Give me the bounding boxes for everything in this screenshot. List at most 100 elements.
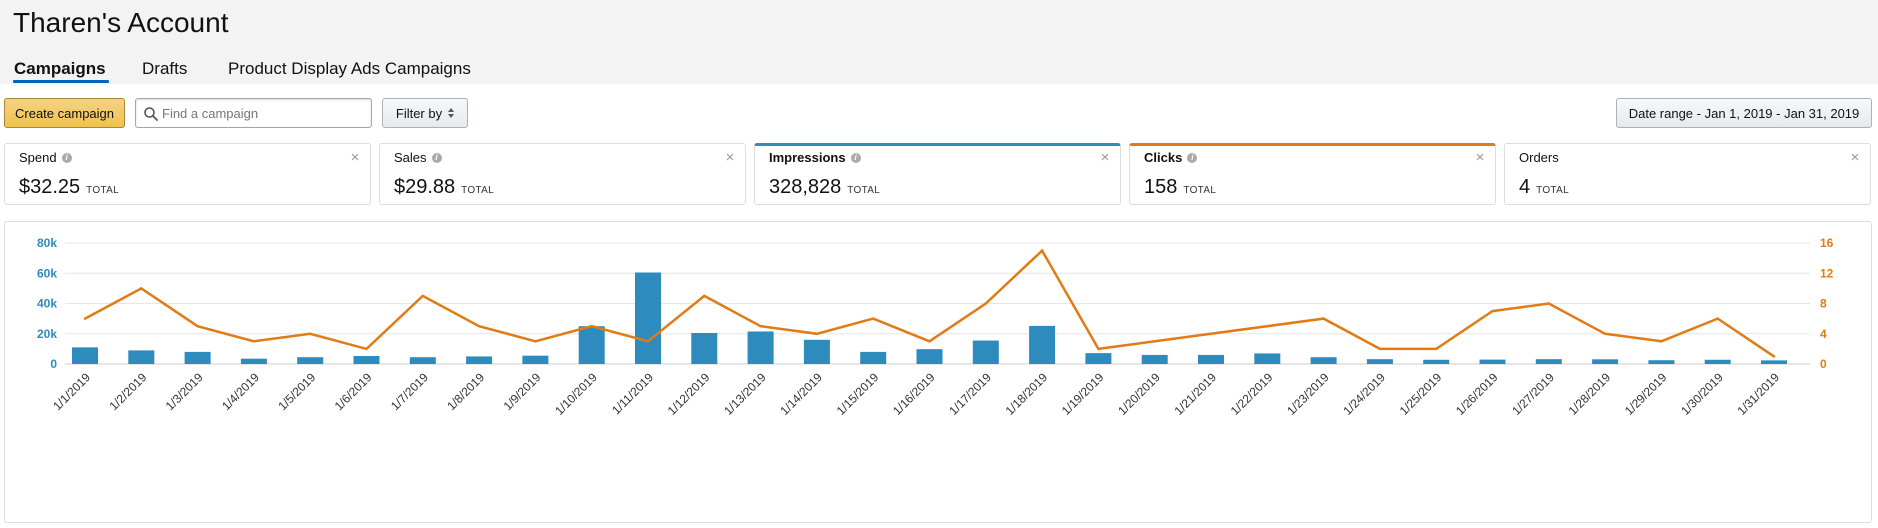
metric-card-sales[interactable]: Sales i $29.88 TOTAL × (379, 143, 746, 205)
clicks-point (1660, 340, 1663, 343)
clicks-point (534, 340, 537, 343)
x-axis-tick-label: 1/25/2019 (1397, 370, 1445, 418)
x-axis-tick-label: 1/23/2019 (1284, 370, 1332, 418)
impressions-bar (1198, 354, 1224, 364)
impressions-bar (1254, 353, 1281, 364)
metric-card-clicks[interactable]: Clicks i 158 TOTAL × (1129, 143, 1496, 205)
impressions-bar (1479, 359, 1506, 364)
impressions-bar (1029, 325, 1056, 364)
clicks-point (646, 340, 650, 343)
x-axis-tick-label: 1/18/2019 (1003, 370, 1051, 418)
date-range-button[interactable]: Date range - Jan 1, 2019 - Jan 31, 2019 (1616, 98, 1872, 128)
close-icon[interactable]: × (1850, 149, 1860, 166)
x-axis-tick-label: 1/14/2019 (777, 370, 825, 418)
right-axis-tick-label: 16 (1820, 236, 1834, 250)
x-axis-tick-label: 1/8/2019 (444, 370, 487, 413)
left-axis-tick-label: 60k (37, 266, 57, 280)
clicks-point (140, 287, 143, 290)
search-field[interactable] (135, 98, 372, 128)
impressions-bar (916, 349, 943, 364)
filter-by-button[interactable]: Filter by (382, 98, 468, 128)
x-axis-tick-label: 1/3/2019 (163, 370, 206, 413)
x-axis-tick-label: 1/11/2019 (609, 370, 656, 417)
x-axis-tick-label: 1/16/2019 (890, 370, 938, 418)
clicks-point (309, 332, 312, 335)
metric-value: $29.88 (394, 176, 456, 198)
impressions-bar (522, 355, 549, 364)
x-axis-tick-label: 1/31/2019 (1734, 370, 1782, 418)
x-axis-tick-label: 1/1/2019 (50, 370, 93, 413)
clicks-point (365, 347, 368, 351)
impressions-bar (72, 347, 98, 364)
metric-label: Sales (394, 150, 427, 165)
x-axis-tick-label: 1/9/2019 (501, 370, 544, 413)
x-axis-tick-label: 1/15/2019 (834, 370, 882, 418)
sort-arrows-icon (448, 108, 455, 118)
close-icon[interactable]: × (1100, 149, 1110, 166)
info-icon[interactable]: i (61, 152, 72, 163)
x-axis-tick-label: 1/21/2019 (1171, 370, 1219, 418)
impressions-bar (466, 356, 493, 364)
create-campaign-button[interactable]: Create campaign (4, 98, 125, 128)
metric-total-label: TOTAL (86, 185, 119, 196)
impressions-bar (803, 339, 830, 364)
impressions-bar (1761, 360, 1787, 364)
x-axis-tick-label: 1/13/2019 (721, 370, 769, 418)
metric-total-label: TOTAL (847, 185, 881, 196)
x-axis-tick-label: 1/30/2019 (1678, 370, 1726, 418)
tab-drafts[interactable]: Drafts (142, 59, 188, 78)
search-icon (144, 107, 158, 121)
search-input[interactable] (162, 102, 367, 124)
impressions-bar (409, 357, 436, 364)
impressions-bar (860, 351, 887, 364)
close-icon[interactable]: × (725, 149, 735, 166)
clicks-point (703, 294, 706, 298)
metric-label: Orders (1519, 150, 1559, 165)
x-axis-tick-label: 1/28/2019 (1566, 370, 1614, 418)
metric-value: $32.25 (19, 176, 81, 198)
impressions-bar (297, 357, 324, 364)
clicks-point (1603, 332, 1607, 335)
metric-total-label: TOTAL (461, 185, 494, 196)
metric-label: Clicks (1144, 150, 1183, 165)
x-axis-tick-label: 1/20/2019 (1115, 370, 1163, 418)
x-axis-tick-label: 1/6/2019 (332, 370, 375, 413)
metric-card-spend[interactable]: Spend i $32.25 TOTAL × (4, 143, 371, 205)
impressions-bar (1085, 353, 1112, 364)
tab-campaigns[interactable]: Campaigns (14, 59, 106, 78)
impressions-bar (1310, 357, 1337, 364)
impressions-bar (1704, 359, 1731, 364)
close-icon[interactable]: × (1475, 149, 1485, 166)
clicks-point (1322, 317, 1325, 320)
impressions-bar (1535, 359, 1562, 364)
impressions-bar (1648, 360, 1675, 364)
impressions-bar (353, 355, 380, 364)
x-axis-tick-label: 1/10/2019 (552, 370, 600, 418)
metric-card-impressions[interactable]: Impressions i 328,828 TOTAL × (754, 143, 1121, 205)
x-axis-tick-label: 1/5/2019 (275, 370, 318, 413)
metric-card-orders[interactable]: Orders 4 TOTAL × (1504, 143, 1871, 205)
chart-panel: 0 0 20k 4 40k 8 60k 12 80k 16 1/1/2019 1/2/2019 1/3/… (4, 221, 1872, 523)
impressions-bar (128, 350, 155, 364)
x-axis-tick-label: 1/19/2019 (1059, 370, 1107, 418)
active-tab-indicator (13, 80, 109, 83)
x-axis-tick-label: 1/27/2019 (1509, 370, 1557, 418)
metric-value: 4 (1519, 176, 1531, 198)
tab-product-display-ads[interactable]: Product Display Ads Campaigns (228, 59, 471, 78)
x-axis-tick-label: 1/29/2019 (1622, 370, 1670, 418)
close-icon[interactable]: × (350, 149, 360, 166)
clicks-point (872, 317, 875, 320)
clicks-point (1097, 347, 1100, 351)
metric-value: 158 (1144, 176, 1178, 198)
metric-total-label: TOTAL (1183, 185, 1217, 196)
info-icon[interactable]: i (1187, 152, 1198, 163)
impressions-bar (578, 326, 605, 364)
info-icon[interactable]: i (850, 152, 861, 163)
header-band (0, 0, 1878, 84)
impressions-bar (1366, 359, 1393, 364)
clicks-point (1772, 355, 1776, 358)
clicks-point (928, 340, 931, 343)
clicks-point (815, 332, 819, 335)
info-icon[interactable]: i (431, 152, 442, 163)
right-axis-tick-label: 8 (1820, 297, 1827, 311)
